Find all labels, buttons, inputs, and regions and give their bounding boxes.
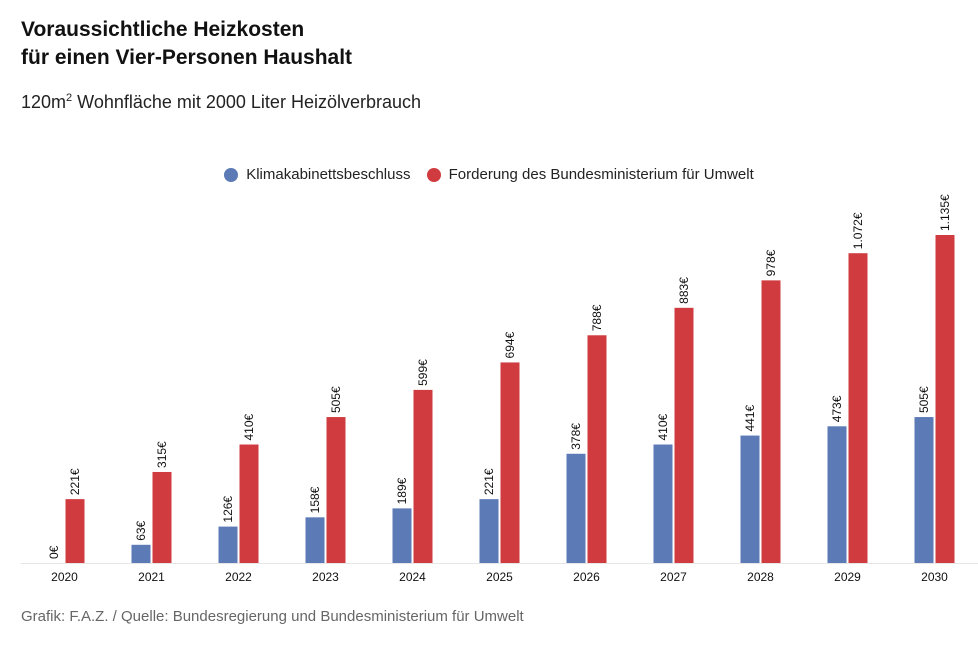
data-label-bundesministerium-2024: 599€ xyxy=(416,359,430,386)
bar-bundesministerium-2029[interactable] xyxy=(848,253,868,563)
bar-bundesministerium-2024[interactable] xyxy=(413,389,433,563)
bar-bundesministerium-2025[interactable] xyxy=(500,362,520,563)
bar-klimakabinett-2027[interactable] xyxy=(653,444,673,563)
chart-subtitle: 120m2 Wohnfläche mit 2000 Liter Heizölve… xyxy=(21,92,421,113)
bar-bundesministerium-2026[interactable] xyxy=(587,335,607,563)
chart-title: Voraussichtliche Heizkosten für einen Vi… xyxy=(21,16,352,72)
bar-klimakabinett-2023[interactable] xyxy=(305,517,325,563)
source-note: Grafik: F.A.Z. / Quelle: Bundesregierung… xyxy=(21,608,524,625)
data-label-bundesministerium-2021: 315€ xyxy=(155,441,169,468)
x-tick-label-2029: 2029 xyxy=(834,570,861,584)
x-tick-label-2021: 2021 xyxy=(138,570,165,584)
bar-bundesministerium-2030[interactable] xyxy=(935,235,955,563)
bar-klimakabinett-2021[interactable] xyxy=(131,544,151,563)
legend-label-klimakabinett: Klimakabinettsbeschluss xyxy=(246,166,411,183)
bar-klimakabinett-2025[interactable] xyxy=(479,499,499,563)
legend-item-klimakabinett[interactable]: Klimakabinettsbeschluss xyxy=(224,166,410,183)
x-tick-label-2030: 2030 xyxy=(921,570,948,584)
subtitle-superscript: 2 xyxy=(66,92,73,104)
data-label-klimakabinett-2028: 441€ xyxy=(743,405,757,432)
data-label-klimakabinett-2020: 0€ xyxy=(47,545,61,559)
data-label-klimakabinett-2022: 126€ xyxy=(221,496,235,523)
x-tick-label-2023: 2023 xyxy=(312,570,339,584)
bar-klimakabinett-2028[interactable] xyxy=(740,435,760,563)
data-label-bundesministerium-2020: 221€ xyxy=(68,468,82,495)
bar-klimakabinett-2026[interactable] xyxy=(566,453,586,563)
x-tick-label-2025: 2025 xyxy=(486,570,513,584)
data-label-klimakabinett-2030: 505€ xyxy=(917,386,931,413)
bar-klimakabinett-2022[interactable] xyxy=(218,526,238,563)
bar-klimakabinett-2029[interactable] xyxy=(827,426,847,563)
data-label-bundesministerium-2029: 1.072€ xyxy=(851,212,865,249)
bar-klimakabinett-2024[interactable] xyxy=(392,508,412,563)
legend-item-bundesministerium[interactable]: Forderung des Bundesministerium für Umwe… xyxy=(426,166,754,183)
subtitle-post: Wohnfläche mit 2000 Liter Heizölverbrauc… xyxy=(72,92,422,112)
data-label-bundesministerium-2028: 978€ xyxy=(764,249,778,276)
x-tick-label-2020: 2020 xyxy=(51,570,78,584)
bar-bundesministerium-2022[interactable] xyxy=(239,444,259,563)
data-label-klimakabinett-2029: 473€ xyxy=(830,395,844,422)
x-tick-label-2022: 2022 xyxy=(225,570,252,584)
subtitle-pre: 120m xyxy=(21,92,67,112)
data-label-klimakabinett-2026: 378€ xyxy=(569,423,583,450)
data-label-bundesministerium-2022: 410€ xyxy=(242,413,256,440)
x-tick-label-2027: 2027 xyxy=(660,570,687,584)
x-tick-label-2028: 2028 xyxy=(747,570,774,584)
bar-bundesministerium-2020[interactable] xyxy=(65,499,85,563)
bar-klimakabinett-2030[interactable] xyxy=(914,417,934,563)
data-label-klimakabinett-2021: 63€ xyxy=(134,520,148,540)
data-label-klimakabinett-2023: 158€ xyxy=(308,486,322,513)
data-label-bundesministerium-2025: 694€ xyxy=(503,331,517,358)
data-label-klimakabinett-2027: 410€ xyxy=(656,413,670,440)
bar-bundesministerium-2023[interactable] xyxy=(326,417,346,563)
bar-bundesministerium-2021[interactable] xyxy=(152,471,172,563)
x-tick-label-2024: 2024 xyxy=(399,570,426,584)
legend-label-bundesministerium: Forderung des Bundesministerium für Umwe… xyxy=(448,166,754,183)
data-label-bundesministerium-2027: 883€ xyxy=(677,277,691,304)
chart-title-line1: Voraussichtliche Heizkosten xyxy=(21,18,305,41)
legend-dot-blue xyxy=(224,167,239,182)
bar-bundesministerium-2027[interactable] xyxy=(674,307,694,563)
x-tick-label-2026: 2026 xyxy=(573,570,600,584)
data-label-klimakabinett-2025: 221€ xyxy=(482,468,496,495)
bar-bundesministerium-2028[interactable] xyxy=(761,280,781,563)
data-label-klimakabinett-2024: 189€ xyxy=(395,477,409,504)
data-label-bundesministerium-2026: 788€ xyxy=(590,304,604,331)
legend-dot-red xyxy=(426,167,441,182)
data-label-bundesministerium-2023: 505€ xyxy=(329,386,343,413)
chart-legend: Klimakabinettsbeschluss Forderung des Bu… xyxy=(0,166,978,186)
data-label-bundesministerium-2030: 1.135€ xyxy=(938,194,952,231)
chart-title-line2: für einen Vier-Personen Haushalt xyxy=(21,46,353,69)
